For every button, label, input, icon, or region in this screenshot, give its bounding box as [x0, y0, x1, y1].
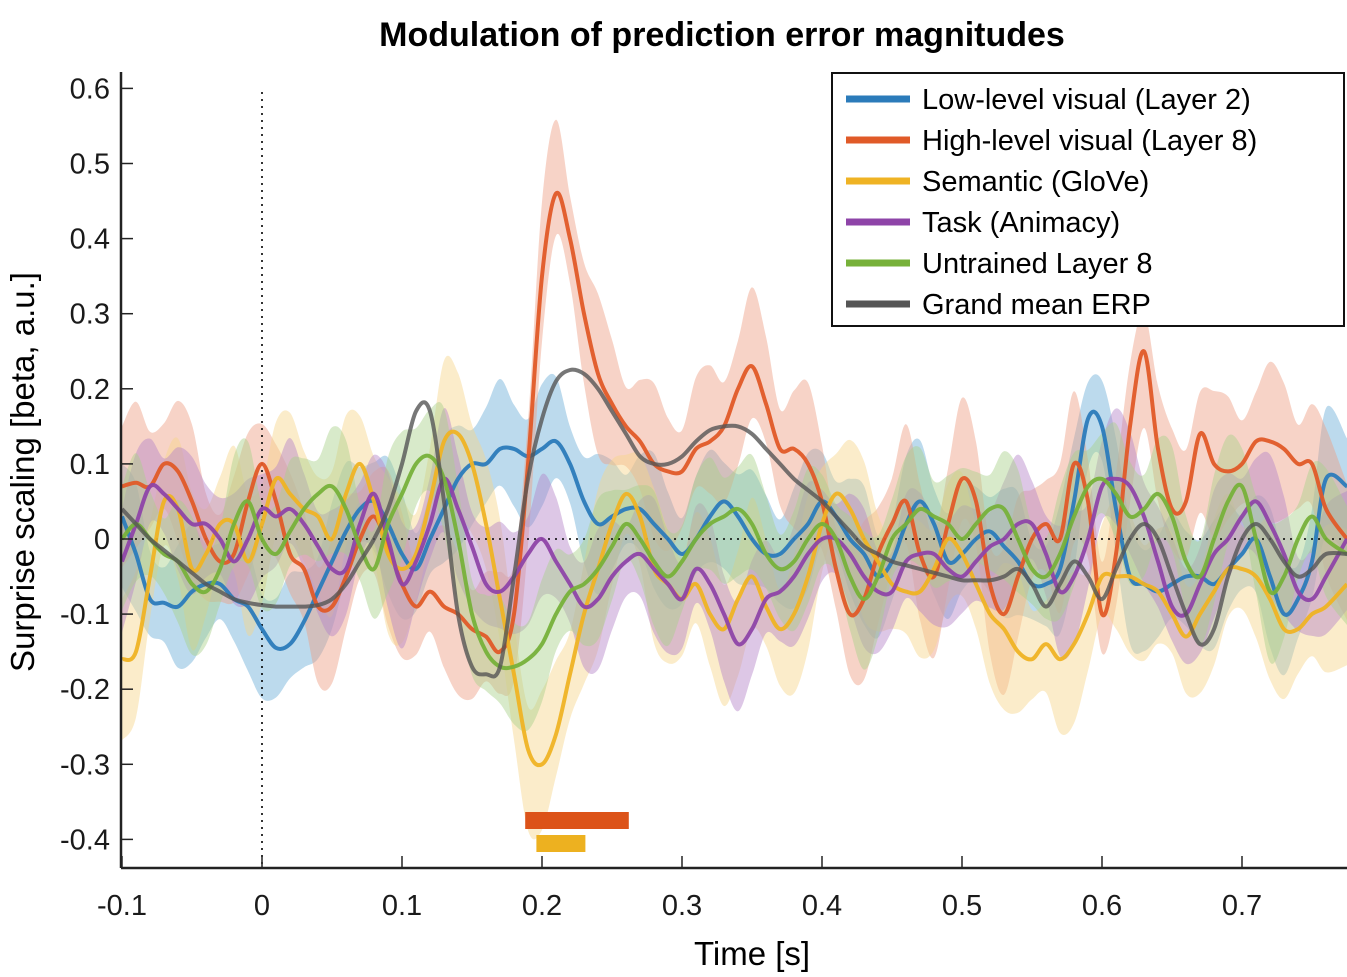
- confidence-bands: [122, 119, 1347, 840]
- x-tick-label: 0.3: [662, 890, 702, 922]
- x-tick-label: -0.1: [97, 890, 147, 922]
- x-tick-label: 0.4: [802, 890, 842, 922]
- line-grand-mean-erp: [121, 367, 1347, 679]
- legend: Low-level visual (Layer 2) High-level vis…: [831, 72, 1345, 327]
- legend-label: Grand mean ERP: [922, 289, 1151, 321]
- x-tick-label: 0.5: [942, 890, 982, 922]
- y-tick-label: 0.1: [70, 449, 110, 481]
- legend-item-low-level-visual-layer-2: Low-level visual (Layer 2): [846, 84, 1251, 116]
- y-tick-label: -0.2: [60, 674, 110, 706]
- legend-item-task-animacy: Task (Animacy): [846, 207, 1120, 239]
- x-axis-label: Time [s]: [694, 935, 810, 972]
- band-untrained-layer-8: [122, 402, 1347, 732]
- significance-bar-high-level-visual-layer-8: [525, 812, 629, 829]
- band-semantic-glove: [122, 355, 1347, 840]
- x-tick-label: 0: [254, 890, 270, 922]
- axes: [119, 72, 1347, 870]
- x-tick-label: 0.7: [1222, 890, 1262, 922]
- y-tick-label: -0.4: [60, 824, 110, 856]
- y-tick-label: 0.2: [70, 374, 110, 406]
- legend-label: Task (Animacy): [922, 207, 1120, 239]
- significance-bars: [525, 812, 629, 852]
- x-ticks: -0.1 0 0.1 0.2 0.3 0.4 0.5 0.6 0.7: [97, 856, 1262, 922]
- significance-bar-semantic-glove: [536, 835, 586, 852]
- legend-item-high-level-visual-layer-8: High-level visual (Layer 8): [846, 125, 1257, 157]
- y-tick-label: -0.1: [60, 599, 110, 631]
- line-low-level-visual-layer-2: [121, 409, 1347, 651]
- legend-item-grand-mean-erp: Grand mean ERP: [846, 289, 1151, 321]
- y-tick-label: 0.3: [70, 299, 110, 331]
- series-lines: [121, 190, 1347, 768]
- band-task-animacy: [122, 407, 1347, 712]
- y-tick-label: 0.6: [70, 73, 110, 105]
- legend-label: Low-level visual (Layer 2): [922, 84, 1251, 116]
- line-task-animacy: [121, 476, 1347, 647]
- legend-box: [831, 72, 1345, 327]
- y-tick-label: 0: [94, 524, 110, 556]
- y-ticks: 0.6 0.5 0.4 0.3 0.2 0.1 0 -0.1 -0.2 -0.3 -0.4: [60, 73, 133, 856]
- legend-label: Untrained Layer 8: [922, 248, 1153, 280]
- y-tick-label: 0.4: [70, 224, 110, 256]
- legend-item-semantic-glove: Semantic (GloVe): [846, 166, 1149, 198]
- line-untrained-layer-8: [121, 453, 1347, 671]
- x-tick-label: 0.6: [1082, 890, 1122, 922]
- line-high-level-visual-layer-8: [121, 190, 1347, 655]
- y-tick-label: -0.3: [60, 749, 110, 781]
- band-high-level-visual-layer-8: [122, 119, 1347, 701]
- band-low-level-visual-layer-2: [122, 373, 1347, 701]
- y-axis-label: Surprise scaling [beta, a.u.]: [4, 272, 41, 672]
- reference-lines: [121, 92, 1347, 868]
- legend-label: High-level visual (Layer 8): [922, 125, 1257, 157]
- x-tick-label: 0.2: [522, 890, 562, 922]
- chart-title: Modulation of prediction error magnitude…: [379, 16, 1065, 54]
- legend-item-untrained-layer-8: Untrained Layer 8: [846, 248, 1153, 280]
- x-tick-label: 0.1: [382, 890, 422, 922]
- legend-label: Semantic (GloVe): [922, 166, 1149, 198]
- y-tick-label: 0.5: [70, 149, 110, 181]
